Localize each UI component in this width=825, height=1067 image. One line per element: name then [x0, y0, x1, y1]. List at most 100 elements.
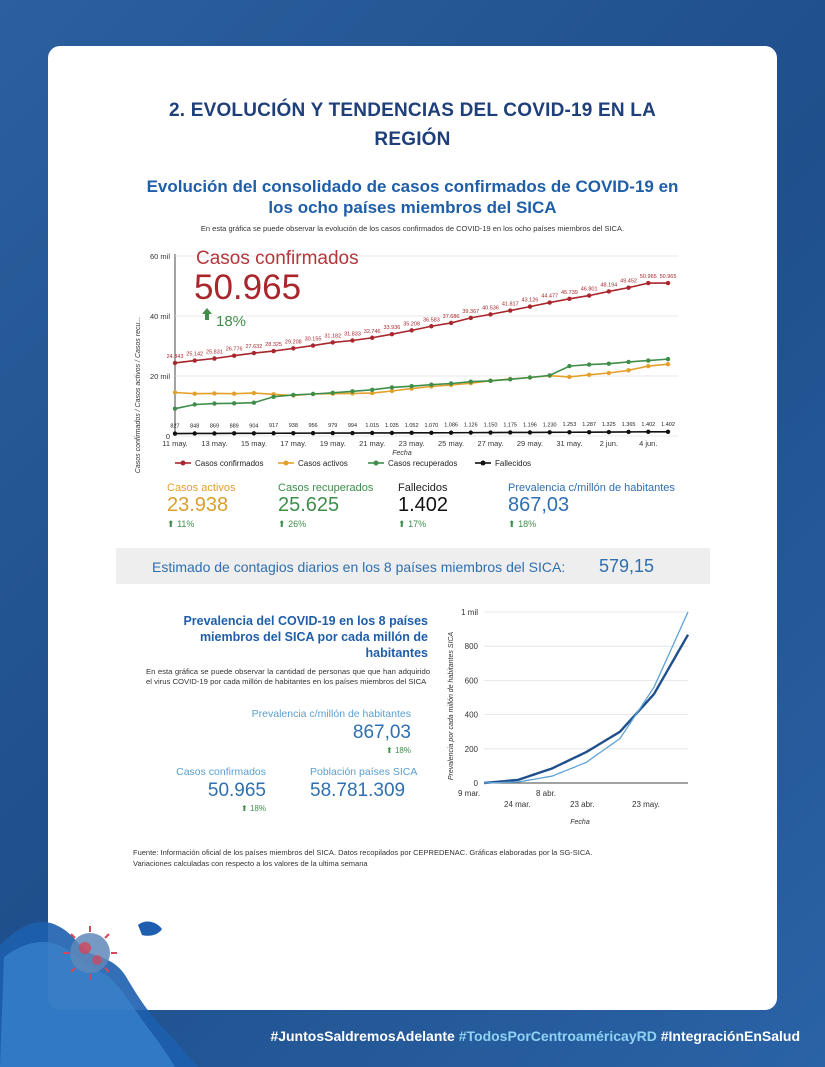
data-label-deaths: 1.325	[602, 422, 616, 428]
prev-x-tick: 9 mar.	[458, 789, 480, 798]
data-point-recovered	[468, 379, 473, 384]
data-point-confirmed	[389, 331, 395, 337]
data-point-deaths	[429, 430, 434, 435]
data-point-recovered	[488, 378, 493, 383]
arrow-up-icon: ⬆	[508, 519, 516, 529]
arrow-up-icon: ⬆	[398, 519, 406, 529]
daily-estimate-label: Estimado de contagios diarios en los 8 p…	[152, 559, 566, 575]
data-point-active	[231, 391, 237, 396]
data-point-confirmed	[488, 312, 493, 317]
x-tick-label: 27 may.	[477, 439, 503, 448]
data-point-deaths	[192, 431, 197, 436]
data-label-confirmed: 27.632	[245, 344, 262, 350]
data-label-confirmed: 41.817	[502, 302, 519, 308]
data-label-deaths: 1.035	[385, 423, 399, 429]
data-point-deaths	[409, 430, 414, 436]
data-point-confirmed	[212, 356, 217, 361]
arrow-up-icon: ⬆	[386, 746, 393, 755]
data-label-deaths: 1.402	[661, 422, 675, 428]
data-label-confirmed: 49.452	[620, 279, 637, 285]
data-point-active	[586, 372, 592, 377]
data-point-active	[626, 368, 631, 373]
data-point-active	[606, 370, 612, 376]
x-tick-label: 2 jun.	[600, 439, 618, 448]
data-label-deaths: 938	[289, 423, 298, 429]
prev-y-tick: 800	[465, 642, 479, 651]
overlay-change: 18%	[216, 313, 246, 330]
stat-prevalence-value: 867,03	[508, 494, 570, 516]
prev-series-line-2	[483, 611, 689, 784]
footer-source: Fuente: Información oficial de los paíse…	[133, 848, 593, 868]
data-point-recovered	[251, 400, 257, 405]
stat-recovered-change: 26%	[288, 519, 307, 529]
legend-marker-recovered	[373, 460, 379, 466]
data-label-deaths: 1.070	[424, 423, 438, 429]
stat-recovered: Casos recuperados 25.625 ⬆ 26%	[278, 482, 373, 530]
data-point-confirmed	[586, 293, 592, 298]
data-point-recovered	[330, 390, 335, 395]
data-label-deaths: 1.175	[503, 422, 517, 428]
stat-deaths-value: 1.402	[398, 494, 449, 516]
data-point-active	[389, 388, 395, 394]
data-point-recovered	[212, 401, 217, 406]
data-label-deaths: 1.015	[365, 423, 379, 429]
data-point-confirmed	[547, 300, 552, 305]
data-point-recovered	[646, 358, 651, 363]
data-label-deaths: 904	[249, 423, 258, 429]
data-label-confirmed: 25.142	[186, 352, 203, 358]
data-point-confirmed	[350, 338, 355, 343]
prev-y-tick: 200	[465, 745, 479, 754]
legend-marker-active	[283, 460, 289, 466]
data-point-confirmed	[251, 350, 257, 356]
series-line-recovered	[174, 358, 669, 410]
prev-y-tick: 1 mil	[461, 608, 478, 617]
data-label-confirmed: 48.194	[600, 282, 617, 288]
cases-kpi-change: 18%	[249, 804, 266, 813]
data-label-confirmed: 50.965	[640, 274, 657, 280]
data-point-confirmed	[172, 360, 178, 366]
stat-active-label: Casos activos	[167, 482, 236, 494]
data-point-recovered	[310, 391, 316, 397]
prev-y-tick: 400	[465, 711, 479, 720]
data-label-confirmed: 35.208	[403, 321, 420, 327]
data-label-deaths: 1.196	[523, 422, 537, 428]
data-point-deaths	[350, 430, 355, 436]
data-label-confirmed: 43.126	[522, 298, 539, 304]
cases-kpi: Casos confirmados 50.965 ⬆ 18%	[150, 766, 266, 813]
prev-kpi: Prevalencia c/millón de habitantes 867,0…	[200, 708, 411, 755]
data-point-deaths	[527, 430, 533, 435]
daily-estimate-value: 579,15	[599, 556, 655, 576]
data-point-confirmed	[310, 343, 316, 348]
x-tick-label: 25 may.	[438, 439, 464, 448]
stat-prevalence-label: Prevalencia c/millón de habitantes	[508, 482, 675, 494]
data-label-deaths: 1.126	[464, 423, 478, 429]
data-point-confirmed	[606, 289, 612, 294]
data-point-deaths	[330, 430, 335, 436]
x-tick-label: 4 jun.	[639, 439, 657, 448]
virus-icon	[63, 926, 117, 980]
data-point-deaths	[251, 431, 257, 436]
legend-label-active: Casos activos	[298, 459, 348, 468]
data-point-confirmed	[468, 315, 473, 321]
data-point-deaths	[508, 430, 513, 435]
prev-x-tick: 24 mar.	[504, 800, 531, 809]
data-point-recovered	[291, 392, 296, 398]
data-label-deaths: 869	[210, 423, 219, 429]
y-tick-label: 40 mil	[150, 312, 170, 321]
data-point-recovered	[370, 387, 375, 392]
series-line-confirmed	[174, 282, 668, 364]
data-point-confirmed	[646, 280, 651, 286]
data-label-confirmed: 30.155	[305, 337, 322, 343]
population-kpi: Población países SICA 58.781.309	[310, 766, 417, 802]
data-point-active	[665, 361, 671, 367]
data-point-deaths	[310, 430, 316, 436]
arrow-up-icon	[202, 308, 212, 320]
data-point-recovered	[271, 394, 276, 399]
stat-active: Casos activos 23.938 ⬆ 11%	[167, 482, 235, 530]
stat-deaths: Fallecidos 1.402 ⬆ 17%	[398, 482, 448, 530]
data-point-recovered	[172, 406, 178, 411]
data-label-confirmed: 32.746	[364, 329, 381, 335]
x-tick-label: 19 may.	[320, 439, 346, 448]
y-tick-label: 0	[166, 432, 170, 441]
cases-kpi-value: 50.965	[207, 780, 266, 801]
